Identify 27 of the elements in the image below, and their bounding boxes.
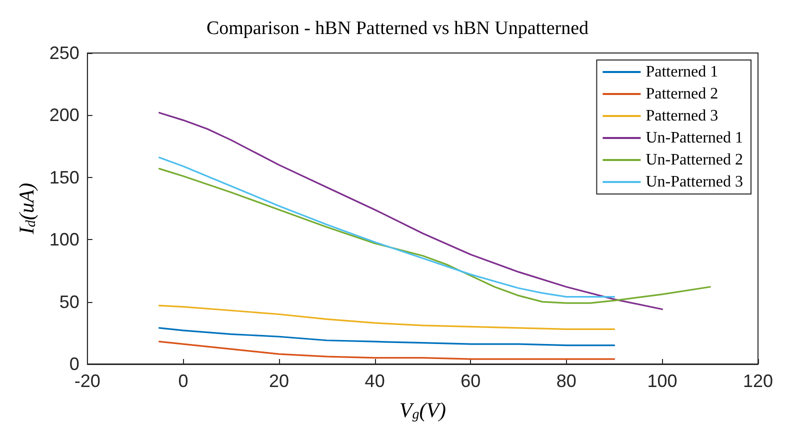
- y-tick-label: 100: [49, 230, 80, 250]
- legend-label: Patterned 2: [646, 86, 718, 102]
- x-tick-label: -20: [74, 371, 100, 391]
- y-tick-label: 50: [59, 292, 80, 312]
- chart-title: Comparison - hBN Patterned vs hBN Unpatterned: [206, 18, 590, 39]
- x-tick-label: 60: [460, 371, 481, 391]
- line-series: [158, 304, 616, 330]
- x-axis-title: Vg(V): [399, 398, 446, 422]
- x-tick-label: 0: [178, 371, 188, 391]
- legend-label: Patterned 3: [646, 108, 718, 124]
- line-series: [158, 156, 616, 298]
- y-tick-label: 150: [49, 167, 80, 188]
- y-tick-label: 200: [49, 105, 80, 126]
- line-series: [158, 327, 616, 346]
- y-tick-label: 0: [69, 354, 80, 374]
- legend-label: Un-Patterned 3: [646, 174, 744, 190]
- legend-label: Un-Patterned 2: [646, 152, 744, 168]
- x-tick-label: 20: [269, 371, 290, 391]
- y-tick-label: 250: [49, 43, 80, 63]
- x-tick-label: 120: [742, 371, 774, 391]
- x-tick-label: 40: [364, 371, 385, 391]
- legend-label: Un-Patterned 1: [646, 130, 744, 146]
- x-tick-label: 80: [556, 371, 576, 391]
- line-series: [158, 340, 616, 360]
- legend-label: Patterned 1: [646, 64, 718, 80]
- x-tick-label: 100: [647, 371, 678, 391]
- y-axis-title: Id(uA): [14, 182, 39, 236]
